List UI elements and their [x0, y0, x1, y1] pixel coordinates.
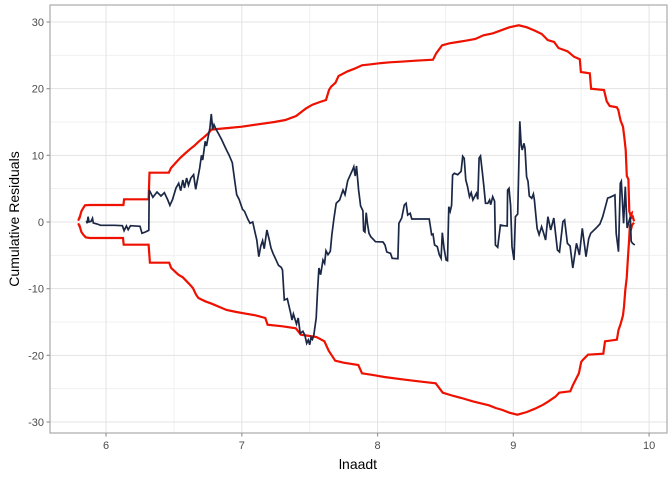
x-tick-label: 10	[643, 440, 655, 452]
lower-envelope-line	[77, 221, 635, 416]
panel-border	[49, 4, 668, 434]
x-tick-label: 6	[103, 440, 109, 452]
y-tick-label: 0	[38, 217, 44, 229]
y-tick-label: 20	[32, 84, 44, 96]
y-axis-title: Cumulative Residuals	[6, 151, 22, 287]
x-axis-title: lnaadt	[338, 456, 378, 472]
y-tick-label: -20	[28, 350, 44, 362]
y-tick-label: 30	[32, 17, 44, 29]
upper-envelope-line	[77, 24, 636, 222]
y-tick-label: 10	[32, 150, 44, 162]
x-tick-label: 8	[375, 440, 381, 452]
x-tick-label: 7	[239, 440, 245, 452]
x-tick-label: 9	[510, 440, 516, 452]
y-tick-label: -30	[28, 417, 44, 429]
plot-panel	[50, 5, 667, 433]
y-tick-label: -10	[28, 284, 44, 296]
cumulative-residuals-line	[85, 113, 636, 346]
